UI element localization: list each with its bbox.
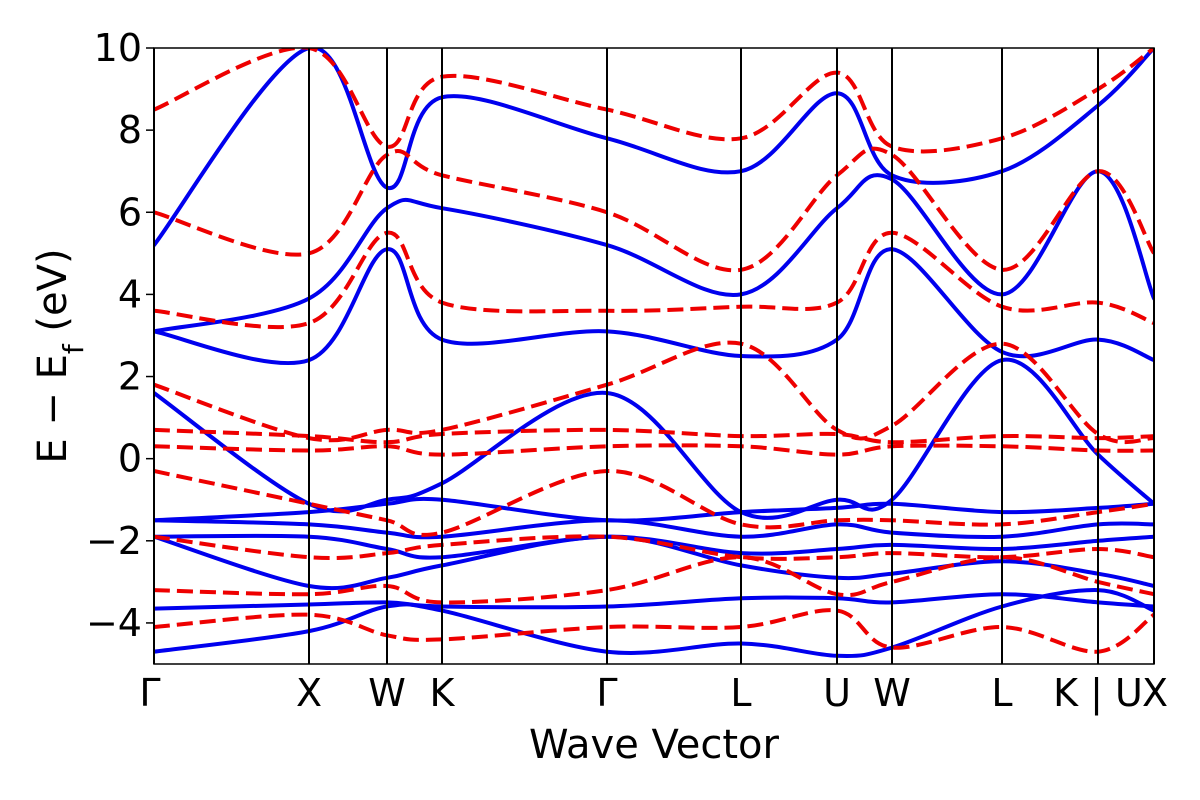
series-2-band-9 [154,146,1154,273]
x-tick-label-4: Γ [596,671,617,715]
x-axis-label: Wave Vector [529,722,780,768]
series-1-band-1 [154,588,1154,658]
y-tick-label-7: 10 [94,26,142,70]
x-tick-label-7: W [873,671,911,715]
x-tick-label-1: X [296,671,322,715]
x-tick-label-3: K [430,671,456,715]
series-2-band-10 [154,48,1154,154]
series-1-band-2 [154,592,1154,611]
y-tick-label-6: 8 [118,108,142,152]
series-1-band-3 [154,534,1154,591]
y-axis-label-main: E − E [30,354,76,464]
x-tick-label-10: X [1142,671,1168,715]
series-1-band-10 [154,48,1154,248]
series-2-band-1 [154,608,1154,654]
series-1-band-7 [154,357,1154,520]
y-tick-label-1: −2 [86,519,142,563]
series-2-band-6 [154,427,1154,445]
y-axis-ticks: −4 −2 0 2 4 6 8 10 [86,26,154,645]
y-axis-label: E − Ef (eV) [30,248,90,463]
high-symmetry-lines [153,48,1155,664]
x-tick-label-5: L [730,671,751,715]
y-tick-label-3: 2 [118,355,142,399]
series-2-band-3 [154,534,1154,561]
x-tick-label-6: U [823,671,851,715]
x-tick-label-9: K | U [1053,671,1143,716]
y-tick-label-5: 6 [118,190,142,234]
y-tick-label-4: 4 [118,272,142,316]
series-2-band-7 [154,340,1154,445]
x-tick-label-8: L [991,671,1012,715]
x-tick-label-0: Γ [139,671,160,715]
series-2-band-4 [154,468,1154,537]
series-1-band-4 [154,533,1154,560]
y-tick-label-0: −4 [86,601,142,645]
series-2 [154,48,1154,654]
y-tick-label-2: 0 [118,437,142,481]
plot-frame [153,47,1155,665]
x-tick-label-2: W [368,671,406,715]
bands-layer [154,48,1154,658]
y-axis-label-unit: (eV) [30,248,76,344]
y-axis-label-subscript: f [57,343,90,354]
series-1-band-5 [154,518,1154,540]
series-2-band-8 [154,230,1154,330]
series-2-band-5 [154,443,1154,457]
